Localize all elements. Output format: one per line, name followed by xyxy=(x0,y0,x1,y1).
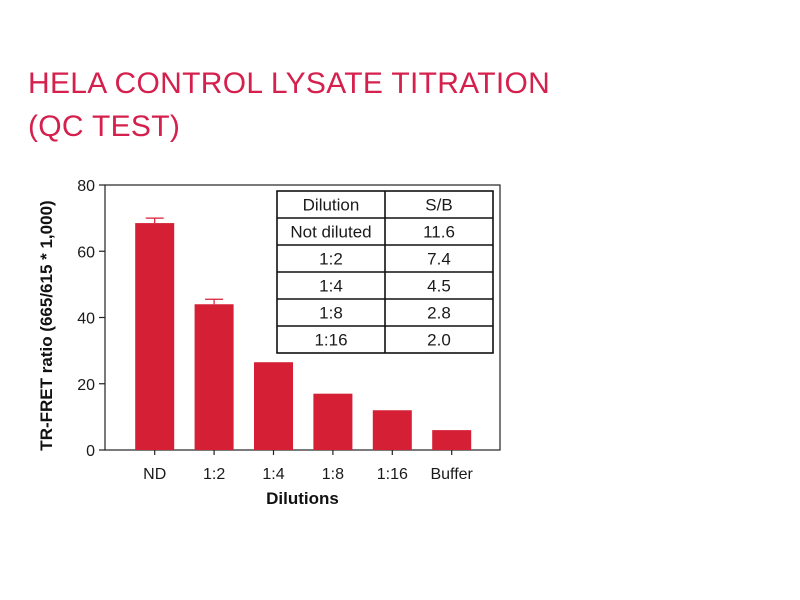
x-axis-title: Dilutions xyxy=(266,489,339,508)
table-cell: 11.6 xyxy=(423,223,455,242)
y-tick-label: 60 xyxy=(77,244,95,261)
y-axis-title: TR-FRET ratio (665/615 * 1,000) xyxy=(37,200,56,450)
table-cell: 2.0 xyxy=(427,331,451,350)
plot-area: 0 20 40 60 80 ND 1:2 1:4 1:8 1:16 Buffer Dilutions T… xyxy=(37,178,501,508)
y-tick-label: 0 xyxy=(86,443,95,460)
bar xyxy=(194,304,234,450)
x-tick-label: 1:16 xyxy=(377,466,408,483)
table-cell: 7.4 xyxy=(427,250,451,269)
bar xyxy=(432,430,472,450)
x-tick-label: 1:2 xyxy=(203,466,225,483)
chart-title: HELA CONTROL LYSATE TITRATION (QC TEST) xyxy=(28,62,648,148)
table-cell: 4.5 xyxy=(427,277,451,296)
y-tick-label: 20 xyxy=(77,377,95,394)
x-tick-label: Buffer xyxy=(430,466,473,483)
bar xyxy=(254,362,293,450)
bar xyxy=(313,393,353,450)
table-cell: 1:16 xyxy=(314,331,347,350)
table-cell: Not diluted xyxy=(290,223,371,242)
bar xyxy=(372,410,412,450)
y-tick-label: 40 xyxy=(77,311,95,328)
table-cell: 1:8 xyxy=(319,304,343,323)
chart-title-line-2: (QC TEST) xyxy=(28,110,181,143)
table-header-cell: S/B xyxy=(425,196,452,215)
x-tick-label: ND xyxy=(143,466,166,483)
table-header-cell: Dilution xyxy=(303,196,360,215)
table-cell: 1:4 xyxy=(319,277,343,296)
y-tick-label: 80 xyxy=(77,178,95,195)
table-cell: 1:2 xyxy=(319,250,343,269)
x-tick-label: 1:4 xyxy=(262,466,284,483)
x-tick-label: 1:8 xyxy=(322,466,344,483)
bar xyxy=(135,223,175,450)
chart-title-line-1: HELA CONTROL LYSATE TITRATION xyxy=(28,67,551,100)
table-cell: 2.8 xyxy=(427,304,451,323)
